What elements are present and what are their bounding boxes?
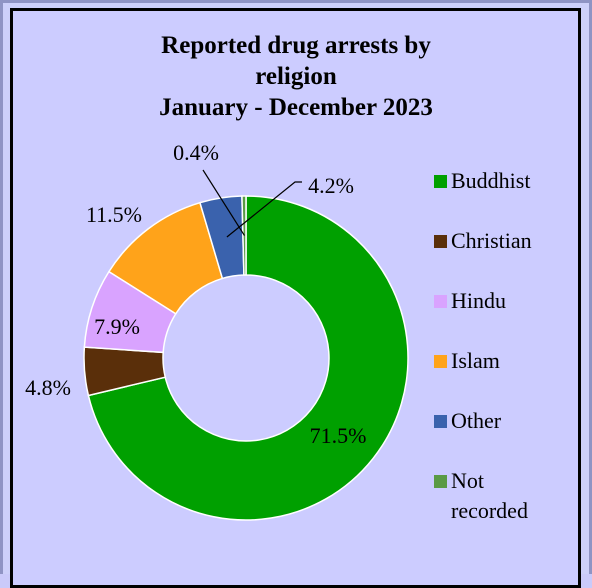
chart-title-line-1: Reported drug arrests by: [161, 32, 431, 59]
legend-label-not-recorded-line-2: recorded: [451, 498, 528, 523]
donut-chart: 71.5% 4.8% 7.9% 11.5% 4.2% 0.4% Buddhist Chris…: [25, 140, 532, 523]
data-label-not-recorded: 0.4%: [173, 140, 219, 165]
chart-title-line-2: religion: [255, 63, 337, 90]
data-label-hindu: 7.9%: [94, 314, 140, 339]
data-label-islam: 11.5%: [86, 202, 142, 227]
donut-slices: [83, 195, 409, 521]
legend-label-not-recorded-line-1: Not: [451, 468, 484, 493]
chart-title-line-3: January - December 2023: [159, 94, 433, 121]
data-label-christian: 4.8%: [25, 375, 71, 400]
legend-label-other: Other: [451, 408, 502, 433]
legend-swatch-hindu: [434, 295, 447, 308]
data-labels: 71.5% 4.8% 7.9% 11.5% 4.2% 0.4%: [25, 140, 366, 448]
chart-title: Reported drug arrests by religion Januar…: [0, 30, 592, 123]
leader-lines: [202, 169, 302, 238]
legend-swatch-not-recorded: [434, 475, 447, 488]
legend-label-buddhist: Buddhist: [451, 168, 530, 193]
legend-label-islam: Islam: [451, 348, 500, 373]
legend: Buddhist Christian Hindu Islam Other Not recor…: [434, 168, 532, 523]
data-label-other: 4.2%: [308, 173, 354, 198]
slice-buddhist: [87, 195, 409, 521]
legend-swatch-other: [434, 415, 447, 428]
legend-swatch-islam: [434, 355, 447, 368]
legend-label-hindu: Hindu: [451, 288, 506, 313]
legend-label-christian: Christian: [451, 228, 532, 253]
leader-line-not-recorded: [202, 169, 245, 236]
leader-line-other: [226, 181, 302, 238]
legend-swatch-buddhist: [434, 175, 447, 188]
legend-swatch-christian: [434, 235, 447, 248]
data-label-buddhist: 71.5%: [310, 423, 367, 448]
